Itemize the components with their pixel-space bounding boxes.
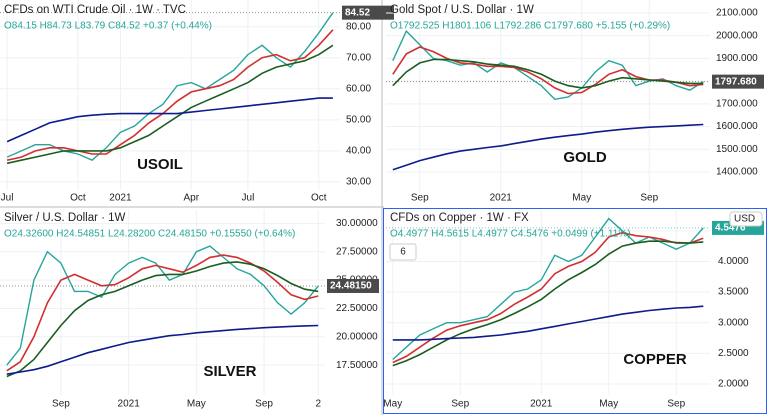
y-tick-label: 30.00 — [346, 177, 371, 188]
moving-average — [6, 324, 319, 375]
price-badge — [712, 74, 764, 89]
y-tick-label: 22.50000 — [336, 303, 378, 314]
moving-average — [6, 97, 333, 143]
symbol-annotation: COPPER — [623, 351, 687, 368]
active-panel-border — [383, 208, 767, 414]
y-tick-label: 1400.000 — [716, 167, 758, 178]
x-tick-label: May — [187, 399, 206, 410]
price-line — [6, 12, 334, 162]
indicator-badge — [389, 243, 417, 261]
y-tick-label: 3.0000 — [718, 317, 749, 328]
y-tick-label: 17.50000 — [336, 360, 378, 371]
y-tick-label: 4.0000 — [718, 256, 749, 267]
price-label: 4.5476 — [715, 223, 746, 234]
x-tick-label: Jul — [242, 193, 255, 204]
moving-average — [6, 29, 334, 161]
x-tick-label: Sep — [451, 399, 469, 410]
moving-average — [392, 123, 704, 171]
x-tick-label: Sep — [411, 193, 429, 204]
ohlc-values: O1792.525 H1801.106 L1792.286 C1797.680 … — [390, 21, 670, 32]
y-tick-label: 20.00000 — [336, 331, 378, 342]
price-label: 84.52 — [345, 7, 370, 18]
moving-average — [392, 58, 704, 89]
chart-title: Gold Spot / U.S. Dollar · 1W — [390, 4, 534, 16]
ohlc-values: O84.15 H84.73 L83.79 C84.52 +0.37 (+0.44… — [4, 21, 212, 32]
ohlc-values: O24.32600 H24.54851 L24.28200 C24.48150 … — [4, 229, 295, 240]
ohlc-values: O4.4977 H4.5615 L4.4977 C4.5476 +0.0499 … — [390, 229, 631, 240]
chart-title: CFDs on WTI Crude Oil · 1W · TVC — [4, 4, 186, 16]
indicator-count: 6 — [400, 247, 406, 258]
x-tick-label: 2021 — [530, 399, 553, 410]
x-tick-label: May — [572, 193, 591, 204]
y-tick-label: 27.50000 — [336, 246, 378, 257]
x-tick-label: 2021 — [109, 193, 132, 204]
y-tick-label: 1900.000 — [716, 53, 758, 64]
moving-average — [6, 44, 334, 165]
y-tick-label: 2.5000 — [718, 348, 749, 359]
price-badge — [342, 5, 394, 20]
y-tick-label: 50.00 — [346, 114, 371, 125]
x-tick-label: Jul — [1, 193, 14, 204]
symbol-annotation: USOIL — [137, 156, 183, 173]
x-tick-label: Sep — [667, 399, 685, 410]
moving-average — [392, 305, 704, 341]
y-tick-label: 40.00 — [346, 146, 371, 157]
y-tick-label: 60.00 — [346, 83, 371, 94]
currency-label[interactable]: USD — [734, 214, 755, 225]
y-tick-label: 80.00 — [346, 21, 371, 32]
price-label: 24.48150 — [330, 281, 372, 292]
moving-average — [6, 254, 319, 372]
currency-selector — [729, 211, 763, 227]
x-tick-label: Sep — [52, 399, 70, 410]
symbol-annotation: GOLD — [563, 149, 606, 166]
x-tick-label: 2021 — [490, 193, 513, 204]
chart-title: Silver / U.S. Dollar · 1W — [4, 212, 126, 224]
x-tick-label: Oct — [311, 193, 327, 204]
moving-average — [392, 231, 704, 364]
x-tick-label: Apr — [183, 193, 199, 204]
y-tick-label: 1500.000 — [716, 144, 758, 155]
price-label: 1797.680 — [715, 76, 757, 87]
y-tick-label: 1600.000 — [716, 121, 758, 132]
price-badge — [327, 278, 379, 293]
x-tick-label: May — [383, 399, 402, 410]
symbol-annotation: SILVER — [203, 363, 256, 380]
x-tick-label: 2 — [315, 399, 321, 410]
x-tick-label: Sep — [255, 399, 273, 410]
y-tick-label: 2.0000 — [718, 379, 749, 390]
moving-average — [6, 261, 319, 378]
y-tick-label: 2100.000 — [716, 8, 758, 19]
chart-title: CFDs on Copper · 1W · FX — [390, 212, 529, 224]
y-tick-label: 70.00 — [346, 52, 371, 63]
x-tick-label: Oct — [70, 193, 86, 204]
x-tick-label: Sep — [640, 193, 658, 204]
y-tick-label: 2000.000 — [716, 30, 758, 41]
x-tick-label: 2021 — [118, 399, 141, 410]
moving-average — [392, 240, 704, 367]
price-line — [6, 245, 319, 366]
x-tick-label: May — [599, 399, 618, 410]
y-tick-label: 1700.000 — [716, 98, 758, 109]
y-tick-label: 30.00000 — [336, 218, 378, 229]
y-tick-label: 3.5000 — [718, 287, 749, 298]
